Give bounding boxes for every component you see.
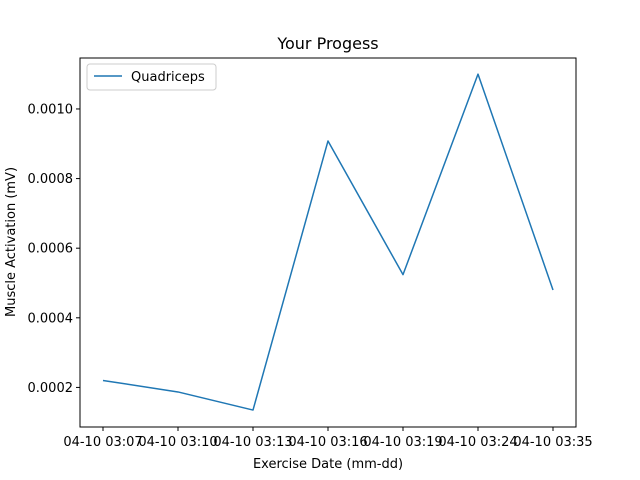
y-tick-label: 0.0006 [28,242,74,257]
y-axis-ticks: 0.0002 0.0004 0.0006 0.0008 0.0010 [28,102,80,396]
y-tick-label: 0.0002 [28,381,74,396]
chart-title: Your Progess [276,34,378,53]
x-tick-label: 04-10 03:35 [513,435,592,450]
x-tick-label: 04-10 03:24 [438,435,517,450]
series-line-quadriceps [102,73,554,411]
legend-label: Quadriceps [131,70,205,85]
x-tick-label: 04-10 03:13 [213,435,292,450]
x-tick-label: 04-10 03:19 [363,435,442,450]
x-tick-label: 04-10 03:16 [288,435,367,450]
plot-area [79,57,577,428]
y-tick-label: 0.0004 [28,311,74,326]
x-axis-label: Exercise Date (mm-dd) [253,457,403,472]
legend: Quadriceps [86,63,217,91]
y-tick-label: 0.0008 [28,172,74,187]
x-tick-label: 04-10 03:07 [63,435,142,450]
series-layer [102,73,554,411]
x-tick-label: 04-10 03:10 [138,435,217,450]
y-tick-label: 0.0010 [28,102,74,117]
legend-box [86,63,217,91]
y-axis-label: Muscle Activation (mV) [4,167,19,317]
